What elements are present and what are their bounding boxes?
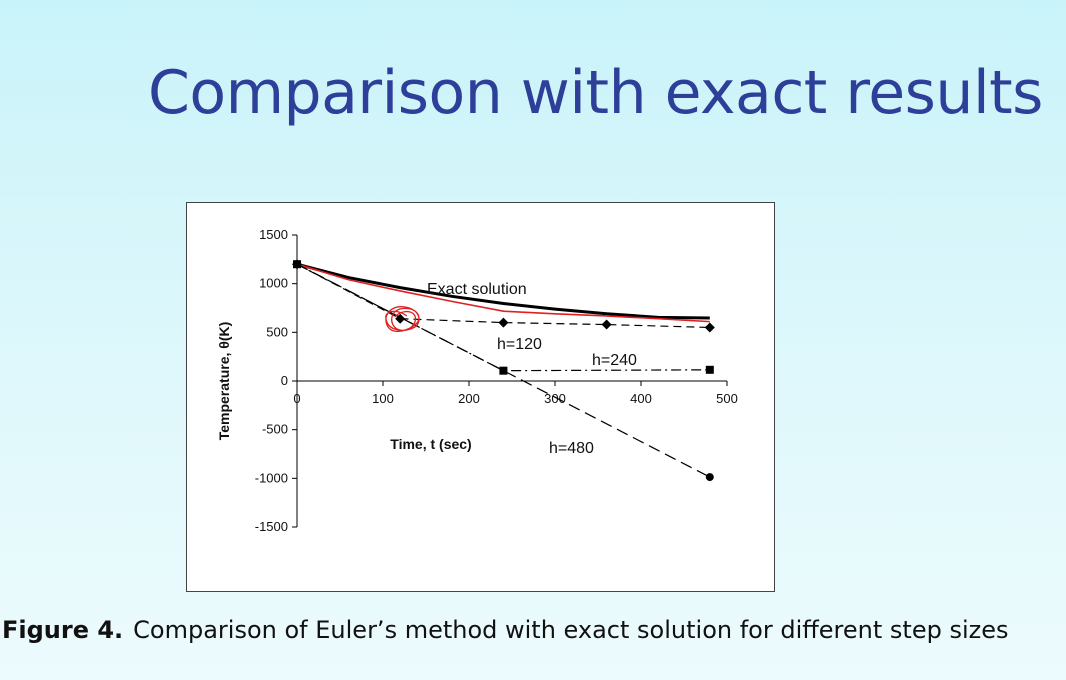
marker-diamond <box>395 313 406 324</box>
x-tick-label: 100 <box>372 391 394 406</box>
y-tick-label: 1500 <box>259 227 288 242</box>
marker-square <box>499 366 508 375</box>
series-line-1 <box>296 263 710 323</box>
series-line-4 <box>296 263 711 478</box>
marker-circle <box>293 260 301 269</box>
chart-frame: 1500 1000 500 0 -500 -1000 -1500 0 100 200 300 400 5… <box>186 202 775 592</box>
marker-square <box>705 365 714 374</box>
x-tick-label: 0 <box>293 391 300 406</box>
caption-label: Figure 4. <box>2 616 124 644</box>
chart-svg: 1500 1000 500 0 -500 -1000 -1500 0 100 200 300 400 5… <box>216 227 738 534</box>
x-tick-label: 300 <box>544 391 566 406</box>
x-tick-label: 200 <box>458 391 480 406</box>
x-tick-label: 500 <box>716 391 738 406</box>
marker-diamond <box>601 319 612 330</box>
marker-diamond <box>704 322 715 333</box>
slide-title: Comparison with exact results <box>148 58 1043 128</box>
y-tick-label: 0 <box>281 373 288 388</box>
figure-caption: Figure 4. Comparison of Euler’s method wi… <box>2 616 1008 644</box>
y-tick-label: 1000 <box>259 276 288 291</box>
y-tick-label: -500 <box>262 422 288 437</box>
x-axis-title: Time, t (sec) <box>390 436 471 452</box>
y-tick-label: -1000 <box>255 470 288 485</box>
y-tick-label: -1500 <box>255 519 288 534</box>
series-line-2 <box>296 263 710 329</box>
series-line-0 <box>296 262 710 320</box>
chart-series <box>296 262 711 478</box>
y-tick-label: 500 <box>266 324 288 339</box>
annotation-label: h=480 <box>549 440 594 457</box>
series-line-3 <box>296 263 710 372</box>
annotation-label: Exact solution <box>427 281 527 298</box>
caption-text: Comparison of Euler’s method with exact … <box>133 616 1009 644</box>
marker-circle <box>705 473 714 482</box>
y-axis-title: Temperature, θ(K) <box>216 322 232 441</box>
annotation-label: h=120 <box>497 336 542 353</box>
annotation-scribble <box>385 306 420 332</box>
annotation-label: h=240 <box>592 352 637 369</box>
chart-labels: Time, t (sec) Temperature, θ(K) Exact solu… <box>216 281 637 457</box>
x-tick-label: 400 <box>630 391 652 406</box>
marker-diamond <box>498 317 509 328</box>
chart-axes: 1500 1000 500 0 -500 -1000 -1500 0 100 200 300 400 5… <box>255 227 738 534</box>
chart-markers <box>292 259 715 482</box>
